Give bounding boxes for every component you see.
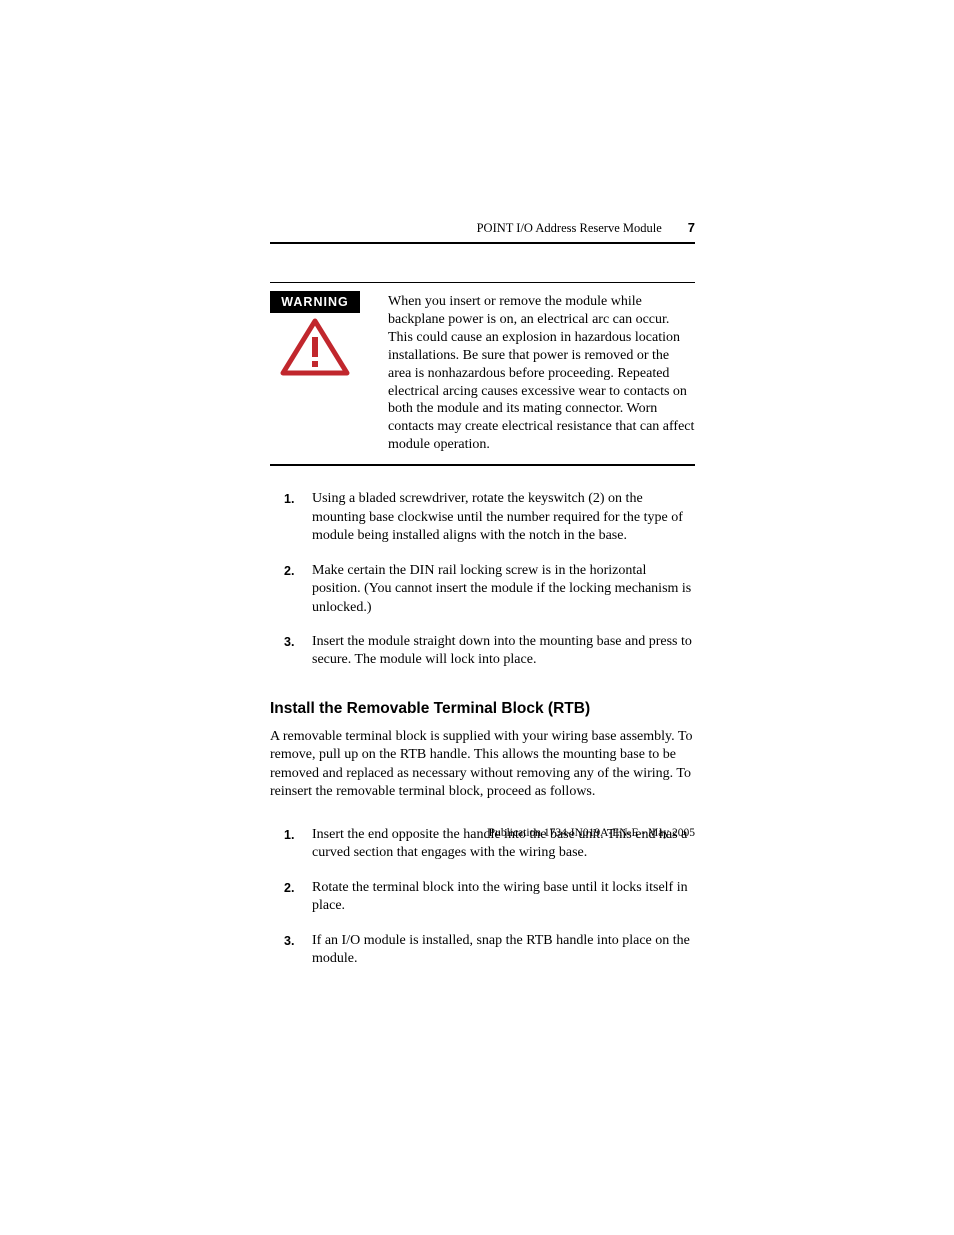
- running-title: POINT I/O Address Reserve Module: [477, 221, 662, 236]
- list-item: Rotate the terminal block into the wirin…: [312, 879, 695, 916]
- callout-body: WARNING When you insert or remove the mo…: [270, 283, 695, 464]
- warning-callout: WARNING When you insert or remove the mo…: [270, 282, 695, 466]
- warning-badge: WARNING: [270, 291, 360, 313]
- rtb-heading: Install the Removable Terminal Block (RT…: [270, 700, 695, 718]
- running-header: POINT I/O Address Reserve Module 7: [270, 220, 695, 236]
- header-rule: [270, 242, 695, 244]
- list-item: Make certain the DIN rail locking screw …: [312, 562, 695, 617]
- page-number: 7: [688, 220, 695, 235]
- callout-icon-column: WARNING: [270, 291, 360, 454]
- publication-footer: Publication 1734-IN019A-EN-E - May 2005: [489, 827, 695, 839]
- callout-bottom-rule: [270, 464, 695, 466]
- list-item: If an I/O module is installed, snap the …: [312, 932, 695, 969]
- list-item: Using a bladed screwdriver, rotate the k…: [312, 490, 695, 545]
- list-item: Insert the module straight down into the…: [312, 633, 695, 670]
- install-steps-list: Using a bladed screwdriver, rotate the k…: [270, 490, 695, 670]
- page-content: POINT I/O Address Reserve Module 7 WARNI…: [270, 220, 695, 985]
- warning-text: When you insert or remove the module whi…: [388, 291, 695, 454]
- warning-triangle-icon: [279, 317, 351, 382]
- rtb-intro: A removable terminal block is supplied w…: [270, 728, 695, 802]
- rtb-steps-list: Insert the end opposite the handle into …: [270, 826, 695, 969]
